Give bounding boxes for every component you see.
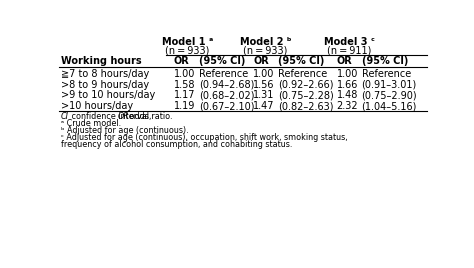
Text: 2.32: 2.32 <box>337 101 358 111</box>
Text: (1.04–5.16): (1.04–5.16) <box>362 101 417 111</box>
Text: Model 2 ᵇ: Model 2 ᵇ <box>240 37 291 47</box>
Text: (0.82–2.63): (0.82–2.63) <box>278 101 333 111</box>
Text: 1.56: 1.56 <box>253 80 274 90</box>
Text: ᵃ Crude model.: ᵃ Crude model. <box>61 119 121 128</box>
Text: Reference: Reference <box>278 69 327 79</box>
Text: (0.91–3.01): (0.91–3.01) <box>362 80 417 90</box>
Text: OR: OR <box>174 57 190 66</box>
Text: (95% CI): (95% CI) <box>199 57 245 66</box>
Text: OR: OR <box>253 57 269 66</box>
Text: (95% CI): (95% CI) <box>362 57 408 66</box>
Text: (n = 933): (n = 933) <box>165 46 210 56</box>
Text: Working hours: Working hours <box>61 57 141 66</box>
Text: >8 to 9 hours/day: >8 to 9 hours/day <box>61 80 149 90</box>
Text: (n = 933): (n = 933) <box>243 46 288 56</box>
Text: >9 to 10 hours/day: >9 to 10 hours/day <box>61 90 155 100</box>
Text: (n = 911): (n = 911) <box>327 46 371 56</box>
Text: (95% CI): (95% CI) <box>278 57 324 66</box>
Text: 1.00: 1.00 <box>253 69 274 79</box>
Text: (0.68–2.02): (0.68–2.02) <box>199 90 254 100</box>
Text: (0.75–2.90): (0.75–2.90) <box>362 90 417 100</box>
Text: 1.58: 1.58 <box>174 80 195 90</box>
Text: confidence interval,: confidence interval, <box>69 112 154 121</box>
Text: ≧7 to 8 hours/day: ≧7 to 8 hours/day <box>61 69 149 79</box>
Text: CI: CI <box>61 112 69 121</box>
Text: ᶜ Adjusted for age (continuous), occupation, shift work, smoking status,: ᶜ Adjusted for age (continuous), occupat… <box>61 133 347 142</box>
Text: (0.67–2.10): (0.67–2.10) <box>199 101 254 111</box>
Text: OR: OR <box>118 112 130 121</box>
Text: 1.00: 1.00 <box>174 69 195 79</box>
Text: ᵇ Adjusted for age (continuous).: ᵇ Adjusted for age (continuous). <box>61 126 189 135</box>
Text: 1.00: 1.00 <box>337 69 358 79</box>
Text: 1.17: 1.17 <box>174 90 195 100</box>
Text: (0.94–2.68): (0.94–2.68) <box>199 80 254 90</box>
Text: Model 3 ᶜ: Model 3 ᶜ <box>324 37 374 47</box>
Text: 1.31: 1.31 <box>253 90 274 100</box>
Text: (0.92–2.66): (0.92–2.66) <box>278 80 333 90</box>
Text: frequency of alcohol consumption, and cohabiting status.: frequency of alcohol consumption, and co… <box>61 140 292 149</box>
Text: 1.47: 1.47 <box>253 101 274 111</box>
Text: odds ratio.: odds ratio. <box>127 112 172 121</box>
Text: Model 1 ᵃ: Model 1 ᵃ <box>162 37 213 47</box>
Text: (0.75–2.28): (0.75–2.28) <box>278 90 334 100</box>
Text: 1.66: 1.66 <box>337 80 358 90</box>
Text: Reference: Reference <box>362 69 411 79</box>
Text: 1.19: 1.19 <box>174 101 195 111</box>
Text: Reference: Reference <box>199 69 248 79</box>
Text: OR: OR <box>337 57 353 66</box>
Text: >10 hours/day: >10 hours/day <box>61 101 133 111</box>
Text: 1.48: 1.48 <box>337 90 358 100</box>
